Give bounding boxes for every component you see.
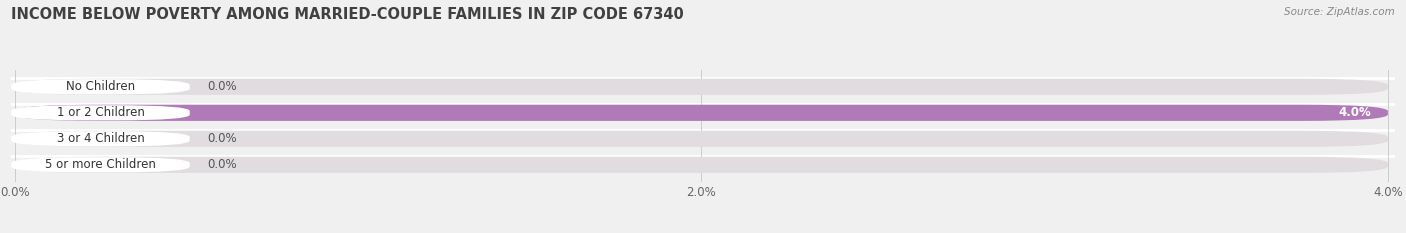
FancyBboxPatch shape [11,131,190,146]
Text: No Children: No Children [66,80,135,93]
FancyBboxPatch shape [14,105,1388,121]
Text: INCOME BELOW POVERTY AMONG MARRIED-COUPLE FAMILIES IN ZIP CODE 67340: INCOME BELOW POVERTY AMONG MARRIED-COUPL… [11,7,683,22]
Text: Source: ZipAtlas.com: Source: ZipAtlas.com [1284,7,1395,17]
Text: 3 or 4 Children: 3 or 4 Children [56,132,145,145]
FancyBboxPatch shape [14,105,1388,121]
Text: 0.0%: 0.0% [207,80,236,93]
FancyBboxPatch shape [14,131,1388,147]
FancyBboxPatch shape [11,79,190,94]
Text: 5 or more Children: 5 or more Children [45,158,156,171]
Text: 0.0%: 0.0% [207,132,236,145]
FancyBboxPatch shape [14,79,1388,95]
Text: 0.0%: 0.0% [207,158,236,171]
FancyBboxPatch shape [11,157,190,172]
Text: 4.0%: 4.0% [1339,106,1371,119]
FancyBboxPatch shape [14,157,1388,173]
Text: 1 or 2 Children: 1 or 2 Children [56,106,145,119]
FancyBboxPatch shape [11,105,190,120]
